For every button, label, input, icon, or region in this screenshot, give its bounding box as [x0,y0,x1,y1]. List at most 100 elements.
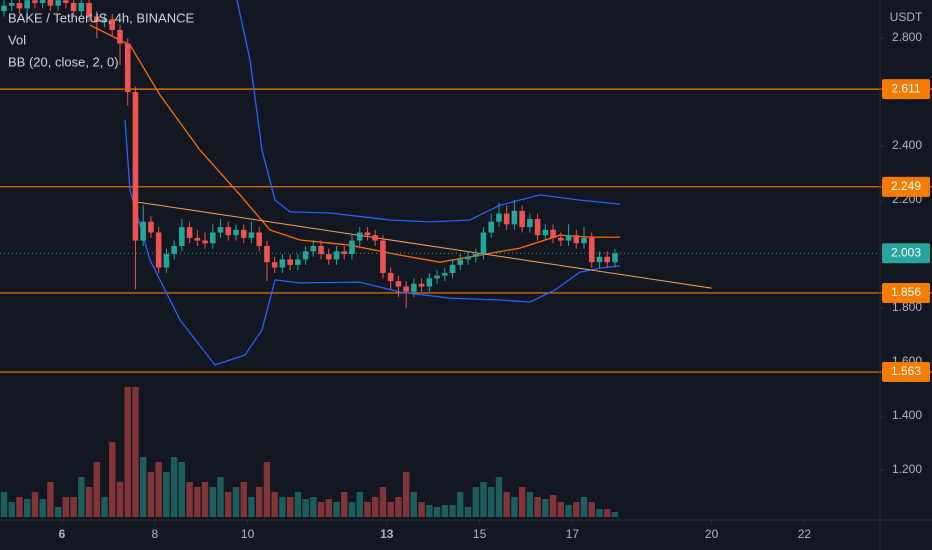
candle-body [279,259,286,268]
candle-body [148,221,154,233]
volume-bar [549,495,557,517]
volume-bar [116,482,124,517]
volume-bar [387,502,394,517]
volume-bar [255,487,263,517]
volume-bar [93,462,100,517]
volume-bar [418,502,425,517]
x-tick-label: 22 [798,527,812,541]
volume-bar [588,502,595,517]
volume-bar [85,487,93,517]
level-label: 2.249 [891,179,921,193]
candle-body [78,2,85,12]
volume-bar [209,487,216,517]
volume-bar [178,462,186,517]
volume-bar [132,387,139,517]
candle-body [465,256,471,260]
volume-bar [356,492,363,517]
volume-bar [534,497,541,517]
volume-bar [248,497,255,517]
volume-bar [0,492,8,517]
volume-bar [271,492,278,517]
level-label: 1.563 [891,364,921,378]
volume-bar [201,482,209,517]
volume-bar [449,505,456,517]
level-box [882,176,930,197]
volume-bar [372,497,379,517]
band-line [236,0,621,223]
candle-body [480,232,487,255]
volume-bar [542,499,549,517]
volume-bar [263,462,271,517]
candle-body [442,272,448,276]
y-tick-label: 1.800 [892,300,922,314]
volume-bar [101,497,108,517]
candle-body [124,43,131,93]
volume-bar [170,457,178,517]
candle-body [364,232,371,236]
candle-body [573,235,580,244]
candle-body [47,0,54,6]
candle-body [63,0,69,3]
candle-body [550,229,556,238]
candle-body [496,213,502,222]
x-tick-label: 17 [566,527,580,541]
candle-body [233,229,239,236]
volume-bar [596,509,603,517]
volume-bar [217,477,224,517]
candle-body [418,283,425,287]
candle-body [387,272,394,282]
level-box [882,282,930,303]
candle-body [132,92,139,241]
candle-body [8,2,15,6]
volume-bar [54,507,62,517]
volume-bar [604,509,611,517]
volume-bar [410,492,418,517]
candle-body [356,232,363,241]
candle-body [202,240,208,244]
volume-bar [379,487,387,517]
volume-bar [565,505,572,517]
candle-body [240,229,247,238]
volume-bar [186,482,193,517]
candle-body [558,237,564,241]
x-tick-label: 15 [473,527,487,541]
volume-bar [503,492,510,517]
candle-body [488,221,495,233]
candle-body [155,232,162,268]
candle-body [565,235,572,241]
volume-bar [464,507,472,517]
volume-bar [70,497,77,517]
candle-body [542,229,549,236]
candle-body [256,232,262,246]
candle-body [349,240,355,255]
volume-bar [573,502,580,517]
volume-bar [302,499,309,517]
candle-body [588,237,595,263]
volume-bar [511,497,518,517]
volume-bar [472,487,479,517]
volume-bar [286,497,294,517]
candle-body [140,221,146,241]
volume-bar [194,487,201,517]
candle-body [325,254,332,260]
candle-body [1,5,7,12]
volume-bar [341,492,348,517]
band-line [124,120,621,366]
candle-body [426,278,433,287]
candle-body [55,0,61,6]
candle-body [264,245,270,263]
candle-body [503,213,510,225]
volume-bar [495,477,503,517]
level-label: 1.856 [891,285,921,299]
volume-bar [47,482,54,517]
candle-body [86,2,92,17]
volume-bar [317,502,325,517]
candle-body [171,245,177,255]
level-box [882,79,930,100]
volume-bar [39,499,46,517]
volume-bar [147,472,155,517]
candle-body [604,256,611,263]
candle-body [519,210,525,228]
